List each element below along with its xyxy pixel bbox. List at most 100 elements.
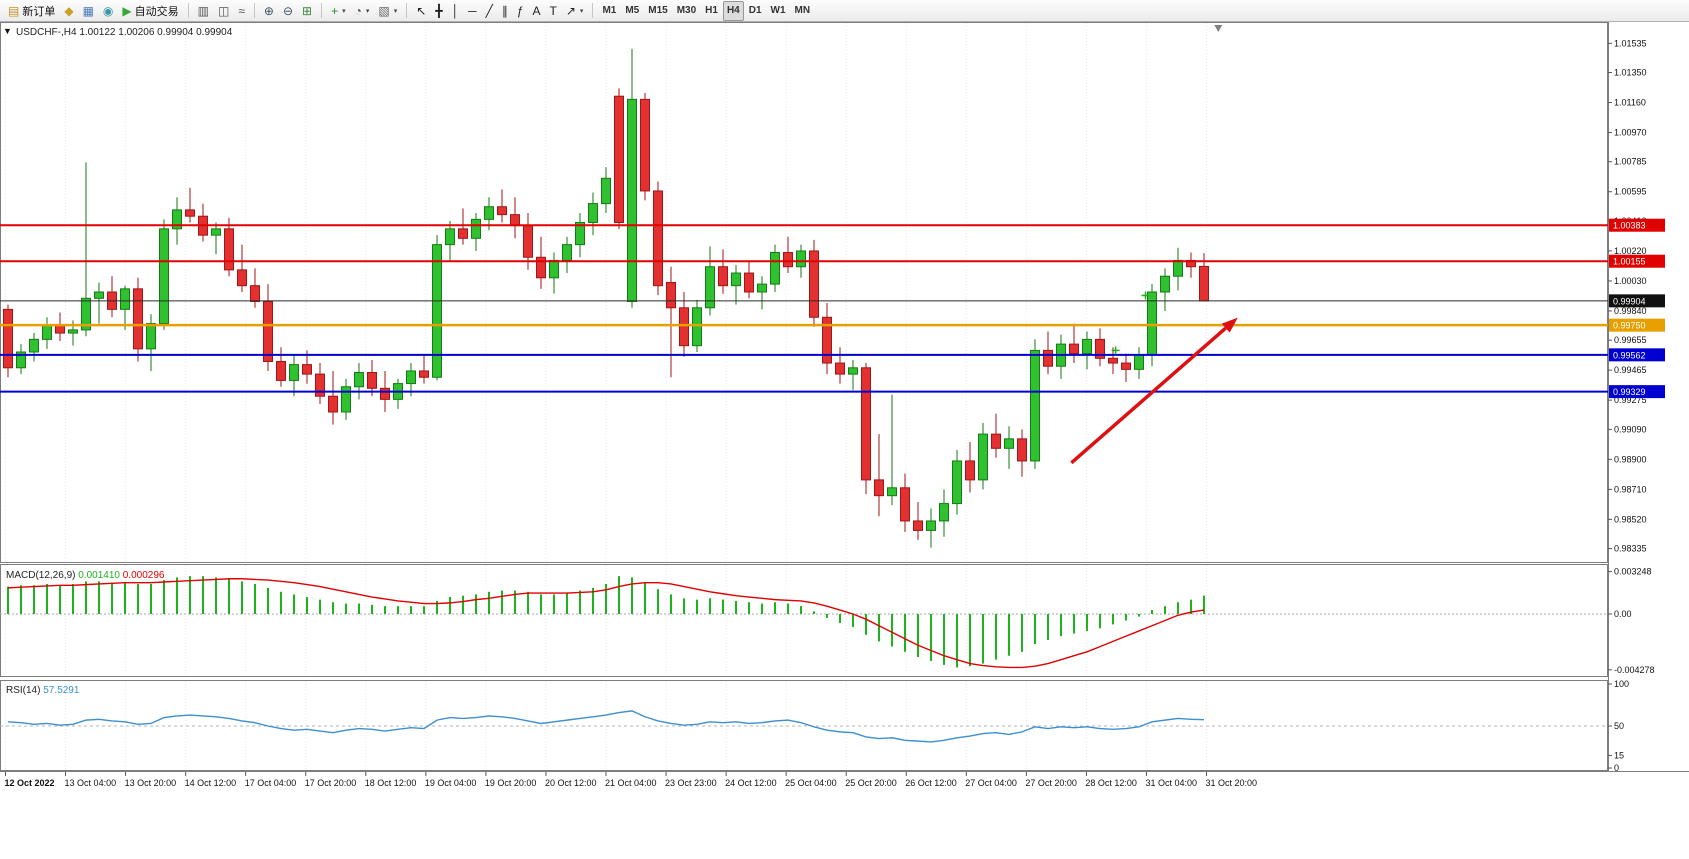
candle — [211, 228, 221, 236]
candle — [432, 244, 442, 378]
price-tick-label: 1.00595 — [1614, 187, 1647, 197]
candle — [302, 364, 312, 375]
candle — [718, 266, 728, 287]
time-axis-label: 23 Oct 23:00 — [665, 778, 717, 788]
candle — [653, 190, 663, 287]
vertical-line-button[interactable]: │ — [448, 1, 464, 21]
rsi-label: RSI(14) 57.5291 — [6, 685, 80, 696]
cursor-button[interactable]: ↖ — [412, 1, 430, 21]
data-window-icon: ▦ — [82, 3, 94, 18]
candle — [1004, 438, 1014, 449]
fibonacci-icon: ƒ — [516, 3, 524, 18]
candle — [835, 362, 845, 375]
macd-panel[interactable] — [0, 564, 1608, 677]
tf-w1-button[interactable]: W1 — [767, 1, 790, 21]
candle — [263, 300, 273, 362]
chevron-down-icon: ▾ — [342, 7, 346, 15]
fibonacci-button[interactable]: ƒ — [513, 1, 528, 21]
tf-m15-button[interactable]: M15 — [644, 1, 671, 21]
templates-button[interactable]: ▧ ▾ — [374, 1, 401, 21]
tf-m5-button[interactable]: M5 — [621, 1, 643, 21]
arrows-icon: ↗ — [565, 3, 576, 18]
candle — [1199, 265, 1209, 302]
candle — [809, 250, 819, 318]
candle — [939, 503, 949, 522]
window-menu-icon[interactable]: ▼ — [3, 26, 12, 36]
candle — [588, 203, 598, 224]
text-button[interactable]: A — [529, 1, 545, 21]
candle — [1108, 357, 1118, 364]
candle — [510, 214, 520, 227]
templates-icon: ▧ — [378, 3, 390, 18]
trendline-button[interactable]: ╱ — [482, 1, 497, 21]
tf-m15-label: M15 — [648, 5, 668, 16]
tile-windows-button[interactable]: ⊞ — [298, 1, 316, 21]
market-watch-button[interactable]: ◆ — [60, 1, 77, 21]
candle — [315, 373, 325, 397]
price-label-text: 0.99329 — [1613, 387, 1646, 397]
candle — [861, 367, 871, 481]
zoom-out-button[interactable]: ⊖ — [279, 1, 297, 21]
horizontal-line-button[interactable]: ─ — [464, 1, 481, 21]
trend-arrow[interactable] — [1070, 317, 1238, 465]
main-chart-panel[interactable] — [0, 22, 1608, 563]
price-tick-label: 0.99275 — [1614, 395, 1647, 405]
tf-m30-button[interactable]: M30 — [673, 1, 700, 21]
price-label-box — [1609, 218, 1665, 232]
fractal-markers — [1111, 291, 1150, 355]
price-label-text: 0.99750 — [1613, 321, 1646, 331]
chevron-down-icon: ▾ — [393, 7, 398, 15]
time-axis: 12 Oct 2022 13 Oct 04:00 13 Oct 20:00 14 Oc… — [5, 772, 1257, 788]
candle — [796, 250, 806, 268]
trendline-icon: ╱ — [485, 3, 493, 18]
price-tick-label: 1.00785 — [1614, 157, 1647, 167]
candle — [926, 520, 936, 531]
candle — [224, 228, 234, 271]
candle — [783, 252, 793, 268]
candle — [1082, 338, 1092, 355]
time-axis-label: 13 Oct 04:00 — [65, 778, 117, 788]
navigator-button[interactable]: ◉ — [99, 1, 117, 21]
tf-m1-button[interactable]: M1 — [598, 1, 620, 21]
new-order-button-label: 新订单 — [22, 5, 56, 18]
arrows-button[interactable]: ↗ ▾ — [562, 1, 588, 21]
zoom-in-button[interactable]: ⊕ — [260, 1, 278, 21]
candle — [822, 316, 832, 364]
autotrading-button[interactable]: ▶ 自动交易 — [118, 1, 182, 21]
tf-h4-button[interactable]: H4 — [722, 0, 744, 21]
tf-d1-button[interactable]: D1 — [745, 1, 766, 21]
candlestick-button[interactable]: ◫ — [214, 1, 233, 21]
chart-area[interactable]: 12 Oct 2022 13 Oct 04:00 13 Oct 20:00 14 Oc… — [0, 22, 1689, 859]
price-tick-label: 0.99090 — [1614, 424, 1647, 434]
candle — [978, 433, 988, 481]
crosshair-button[interactable]: ╋ — [431, 1, 446, 21]
channel-icon: ∥ — [501, 3, 508, 18]
shift-marker[interactable] — [1214, 25, 1223, 32]
label-button[interactable]: T — [546, 1, 561, 21]
line-chart-button[interactable]: ≈ — [234, 1, 249, 21]
price-tick-label: 1.01535 — [1614, 38, 1647, 48]
new-order-button[interactable]: ▤ 新订单 — [4, 1, 59, 21]
candle — [770, 252, 780, 285]
indicators-button[interactable]: + ▾ — [327, 1, 350, 21]
candle — [94, 291, 104, 299]
price-tick-label: 1.01350 — [1614, 68, 1647, 78]
candle — [159, 228, 169, 325]
zoom-out-icon: ⊖ — [282, 3, 294, 18]
candlestick-series — [3, 48, 1209, 548]
macd-indicator: MACD(12,26,9) 0.001410 0.000296 0.003248 0… — [0, 567, 1655, 675]
candle — [458, 228, 468, 239]
time-axis-label: 27 Oct 20:00 — [1025, 778, 1077, 788]
periods-button[interactable]: ◔ ▾ — [351, 1, 374, 21]
channel-button[interactable]: ∥ — [498, 1, 512, 21]
candle — [1147, 291, 1157, 356]
new-order-icon: ▤ — [8, 3, 20, 18]
time-axis-label: 17 Oct 04:00 — [245, 778, 297, 788]
bar-chart-button[interactable]: ▥ — [194, 1, 213, 21]
tf-mn-button[interactable]: MN — [791, 1, 815, 21]
navigator-icon: ◉ — [102, 3, 114, 18]
tf-d1-label: D1 — [748, 5, 762, 16]
tf-h1-button[interactable]: H1 — [701, 1, 722, 21]
data-window-button[interactable]: ▦ — [79, 1, 98, 21]
market-watch-icon: ◆ — [64, 3, 74, 18]
